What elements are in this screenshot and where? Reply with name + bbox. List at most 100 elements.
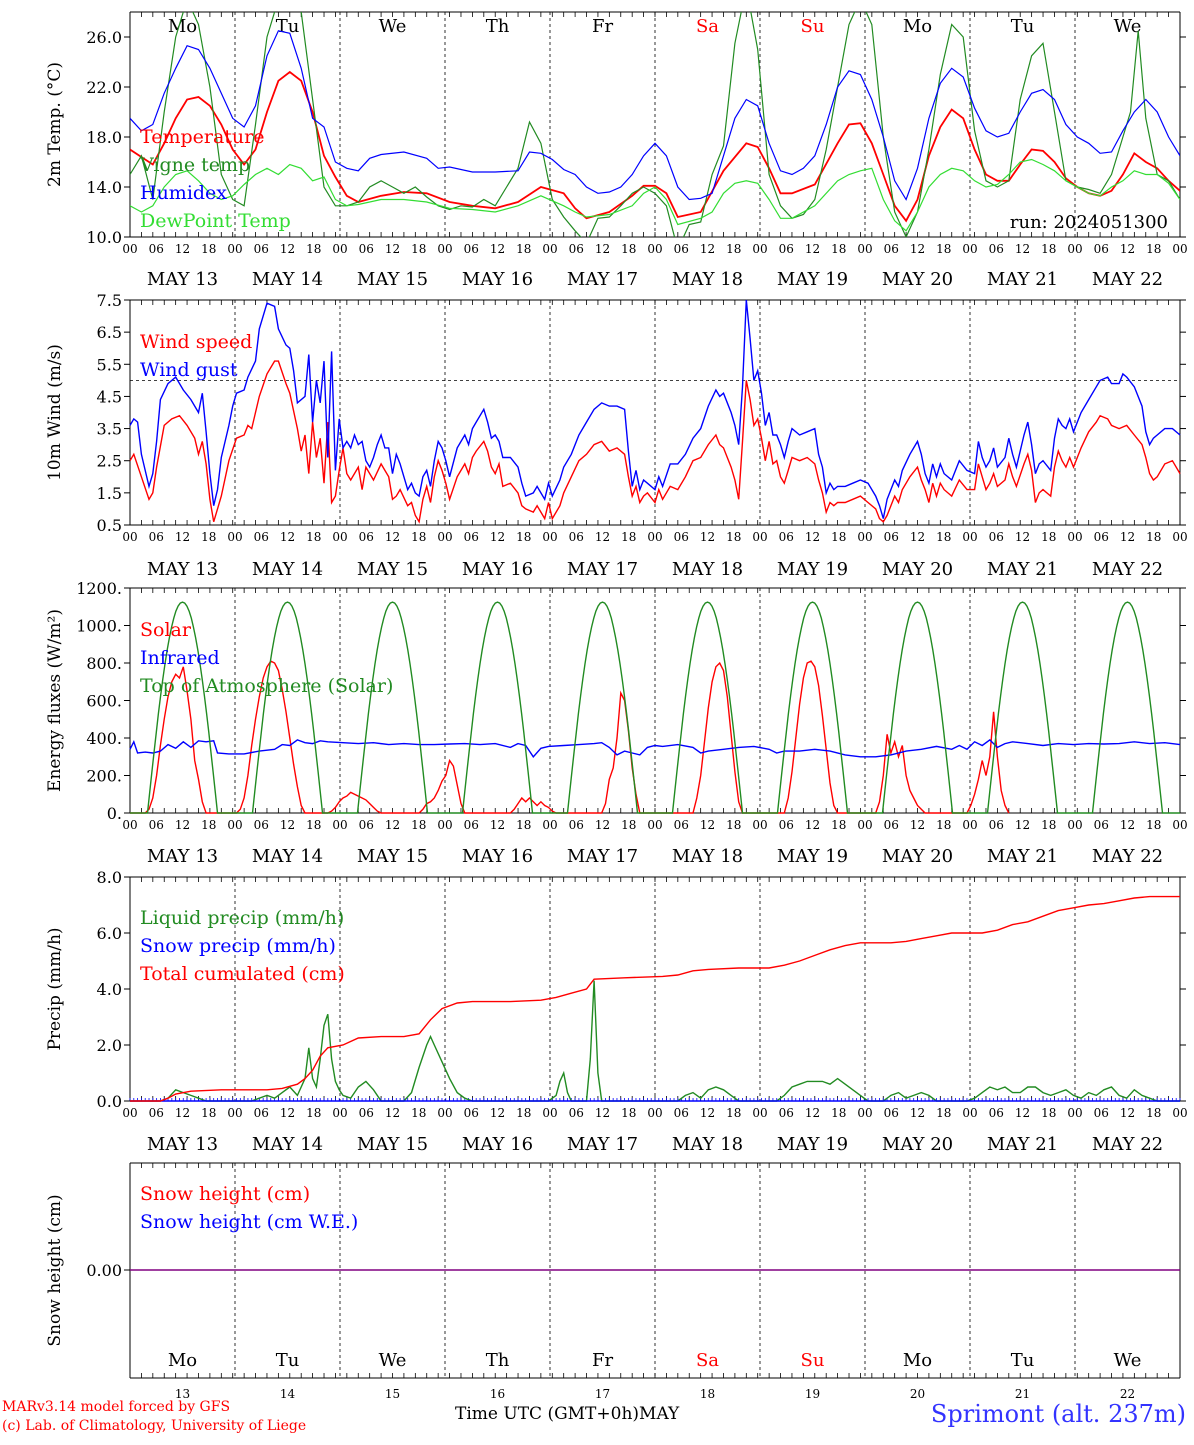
hour-tick-label: 06 [464, 818, 479, 832]
date-label: MAY 15 [357, 269, 428, 290]
date-label: MAY 14 [252, 846, 323, 867]
y-tick-label: 600. [86, 692, 122, 711]
hour-tick-label: 06 [359, 242, 374, 256]
date-label: MAY 20 [882, 269, 953, 290]
day-name-bottom: Th [486, 1350, 510, 1371]
hour-tick-label: 12 [385, 530, 400, 544]
panel-frame-0: 00 06 12 18 MAY 13 00 06 12 18 MAY 14 00 06 12 18 MAY … [122, 11, 1188, 290]
legend-entry: Infrared [140, 647, 220, 669]
hour-tick-label: 06 [359, 818, 374, 832]
hour-tick-label: 18 [621, 242, 636, 256]
day-name: Tu [276, 16, 300, 37]
hour-tick-label: 12 [175, 242, 190, 256]
hour-tick-label: 18 [306, 530, 321, 544]
day-number: 16 [490, 1387, 505, 1401]
series-line [129, 738, 1181, 758]
hour-tick-label: 12 [910, 242, 925, 256]
y-tick-label: 0.5 [97, 516, 122, 535]
hour-tick-label: 06 [569, 818, 584, 832]
y-tick-label: 800. [86, 654, 122, 673]
day-number: 20 [910, 1387, 925, 1401]
hour-tick-label: 00 [227, 818, 242, 832]
date-label: MAY 13 [147, 846, 218, 867]
hour-tick-label: 18 [1146, 818, 1161, 832]
hour-tick-label: 18 [1146, 530, 1161, 544]
date-label: MAY 13 [147, 1134, 218, 1155]
series-line [130, 980, 1180, 1102]
date-label: MAY 22 [1092, 269, 1163, 290]
hour-tick-label: 18 [936, 818, 951, 832]
hour-tick-label: 06 [989, 530, 1004, 544]
hour-tick-label: 12 [175, 530, 190, 544]
hour-tick-label: 18 [411, 818, 426, 832]
hour-tick-label: 12 [700, 818, 715, 832]
hour-tick-label: 18 [201, 530, 216, 544]
hour-tick-label: 00 [122, 818, 137, 832]
hour-tick-label: 00 [1172, 818, 1187, 832]
hour-tick-label: 06 [884, 530, 899, 544]
day-name: Su [801, 16, 825, 37]
hour-tick-label: 12 [490, 1106, 505, 1120]
time-axis-label: Time UTC (GMT+0h)MAY [455, 1404, 680, 1424]
hour-tick-label: 12 [490, 242, 505, 256]
hour-tick-label: 12 [805, 530, 820, 544]
hour-tick-label: 06 [464, 242, 479, 256]
hour-tick-label: 00 [227, 1106, 242, 1120]
hour-tick-label: 18 [516, 242, 531, 256]
hour-tick-label: 00 [752, 242, 767, 256]
series-line [129, 360, 1181, 524]
hour-tick-label: 18 [201, 1106, 216, 1120]
hour-tick-label: 06 [1094, 818, 1109, 832]
hour-tick-label: 06 [569, 1106, 584, 1120]
credit-line-1: MARv3.14 model forced by GFS [2, 1399, 231, 1415]
hour-tick-label: 12 [700, 1106, 715, 1120]
legend-entry: Wind gust [140, 359, 238, 381]
y-tick-label: 10.0 [86, 228, 122, 247]
hour-tick-label: 12 [1120, 1106, 1135, 1120]
date-label: MAY 21 [987, 559, 1058, 580]
date-label: MAY 19 [777, 1134, 848, 1155]
hour-tick-label: 06 [254, 530, 269, 544]
y-tick-label: 4.5 [97, 387, 122, 406]
hour-tick-label: 00 [1067, 530, 1082, 544]
hour-tick-label: 18 [1041, 1106, 1056, 1120]
y-axis-label-3: Precip (mm/h) [45, 927, 65, 1050]
y-tick-label: 5.5 [97, 355, 122, 374]
hour-tick-label: 00 [1172, 530, 1187, 544]
hour-tick-label: 06 [884, 1106, 899, 1120]
hour-tick-label: 12 [805, 242, 820, 256]
hour-tick-label: 18 [1146, 1106, 1161, 1120]
date-label: MAY 14 [252, 1134, 323, 1155]
hour-tick-label: 00 [647, 1106, 662, 1120]
date-label: MAY 15 [357, 559, 428, 580]
hour-tick-label: 00 [332, 242, 347, 256]
hour-tick-label: 18 [936, 530, 951, 544]
hour-tick-label: 06 [359, 530, 374, 544]
date-label: MAY 18 [672, 559, 743, 580]
hour-tick-label: 12 [1120, 530, 1135, 544]
date-label: MAY 17 [567, 269, 638, 290]
legend-entry: Snow precip (mm/h) [140, 935, 336, 957]
panel-frame-3: 00 06 12 18 MAY 13 00 06 12 18 MAY 14 00 06 12 18 MAY … [122, 876, 1188, 1155]
hour-tick-label: 18 [1146, 242, 1161, 256]
hour-tick-label: 18 [1041, 530, 1056, 544]
run-label: run: 2024051300 [1010, 212, 1168, 233]
hour-tick-label: 18 [201, 242, 216, 256]
y-tick-label: 18.0 [86, 128, 122, 147]
hour-tick-label: 12 [595, 818, 610, 832]
y-tick-label: 22.0 [86, 78, 122, 97]
legend-entry: Wind speed [140, 331, 252, 353]
hour-tick-label: 12 [1015, 530, 1030, 544]
hour-tick-label: 00 [437, 530, 452, 544]
hour-tick-label: 12 [280, 1106, 295, 1120]
hour-tick-label: 06 [569, 530, 584, 544]
panel-frame-2: 00 06 12 18 MAY 13 00 06 12 18 MAY 14 00 06 12 18 MAY … [122, 587, 1188, 867]
date-label: MAY 21 [987, 1134, 1058, 1155]
legend-entry: Vigne temp [139, 154, 250, 176]
hour-tick-label: 06 [779, 530, 794, 544]
hour-tick-label: 00 [857, 818, 872, 832]
hour-tick-label: 18 [831, 242, 846, 256]
hour-tick-label: 12 [1120, 818, 1135, 832]
hour-tick-label: 18 [621, 1106, 636, 1120]
hour-tick-label: 12 [595, 242, 610, 256]
